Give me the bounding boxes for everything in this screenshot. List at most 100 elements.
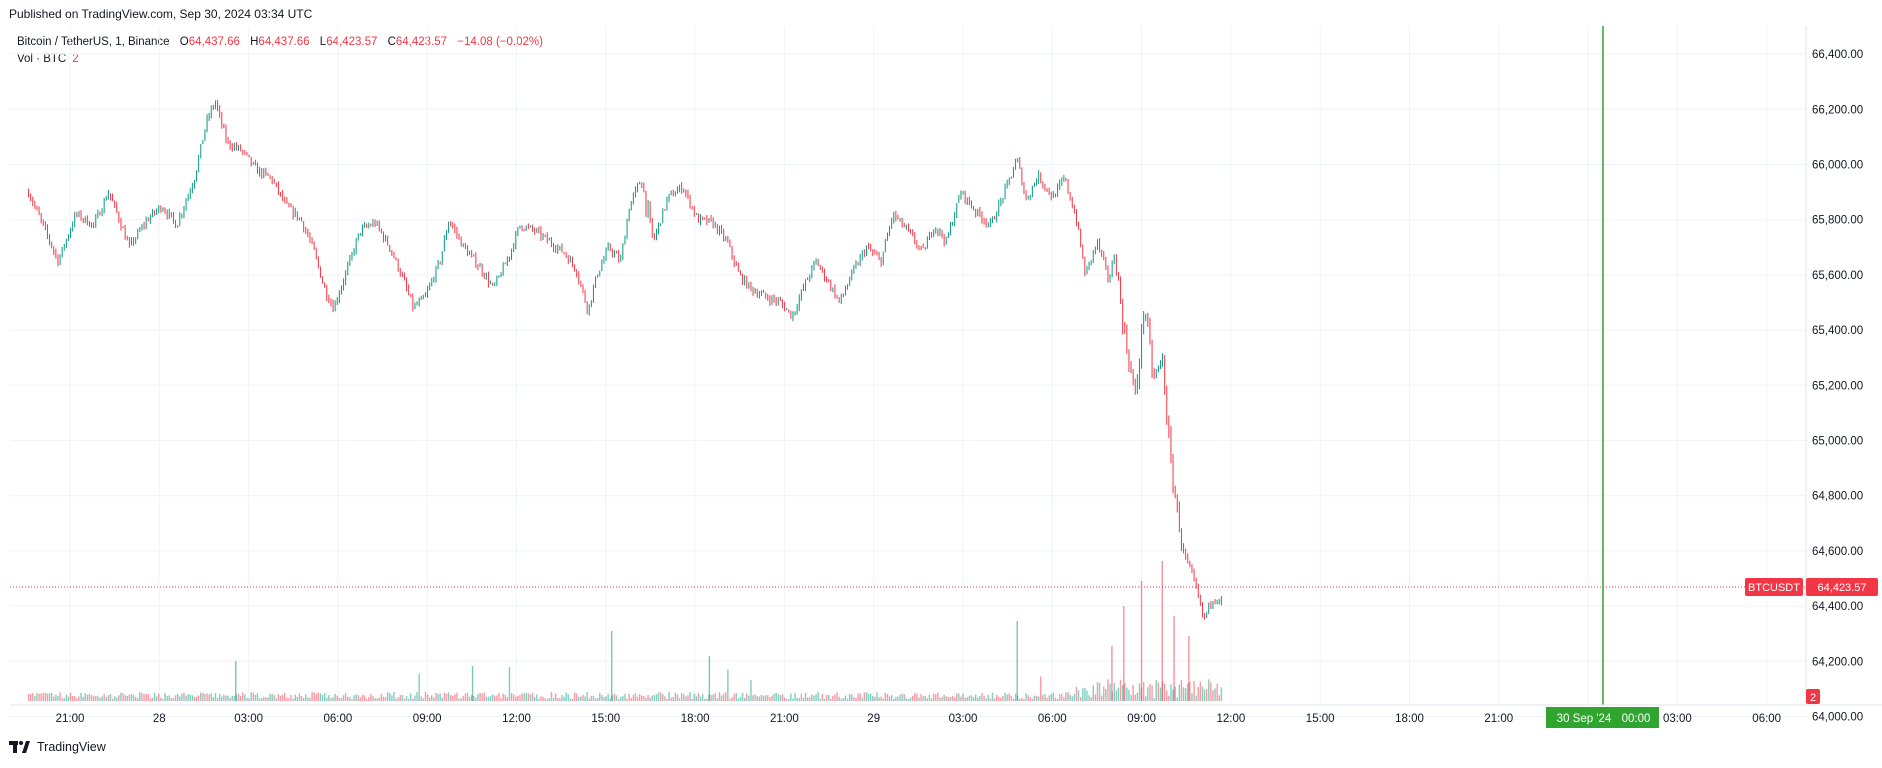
volume-bar	[869, 693, 872, 701]
volume-bar	[235, 661, 237, 701]
time-tick-label: 06:00	[1038, 713, 1067, 725]
volume-bar	[294, 694, 296, 701]
volume-bar	[798, 698, 800, 701]
volume-bar	[309, 697, 311, 701]
volume-bar	[941, 697, 943, 701]
volume-bar	[823, 698, 826, 701]
volume-bar	[340, 697, 343, 701]
volume-bar	[500, 698, 502, 701]
crosshair-time-bg	[1546, 707, 1659, 728]
volume-bar	[991, 692, 994, 701]
volume-bar	[741, 692, 744, 701]
volume-bar	[187, 694, 189, 701]
volume-bar	[1019, 698, 1021, 701]
volume-bar	[613, 693, 616, 701]
volume-bar	[569, 698, 572, 701]
volume-bar	[1109, 683, 1111, 701]
legend-symbol[interactable]: Bitcoin / TetherUS, 1, Binance	[17, 36, 170, 48]
volume-bar	[983, 695, 985, 701]
volume-bar	[846, 698, 849, 701]
volume-bar	[930, 698, 933, 701]
volume-bar	[1214, 688, 1216, 701]
volume-bar	[1090, 696, 1092, 701]
volume-bar	[1061, 693, 1063, 701]
crosshair-date: 30 Sep '24	[1557, 713, 1612, 725]
volume-bar	[456, 692, 458, 701]
volume-bar	[764, 695, 767, 701]
volume-bar	[248, 698, 250, 701]
volume-bar	[1182, 687, 1185, 701]
volume-bar	[767, 695, 769, 701]
volume-bar	[1037, 696, 1040, 701]
volume-bar	[204, 693, 206, 701]
volume-bar	[422, 698, 425, 701]
volume-bar	[601, 695, 603, 701]
volume-bar	[197, 695, 200, 701]
volume-bar	[223, 694, 225, 701]
volume-bar	[485, 696, 488, 701]
price-tick-label: 64,000.00	[1812, 712, 1863, 724]
legend-open-label: O	[179, 36, 189, 48]
volume-bar	[1052, 692, 1055, 701]
volume-bar	[1157, 682, 1160, 701]
volume-bar	[473, 695, 475, 701]
volume-bar	[800, 693, 803, 701]
volume-bar	[286, 697, 288, 701]
price-tag-symbol-bg	[1745, 578, 1803, 596]
price-tick-label: 65,800.00	[1812, 215, 1863, 227]
volume-bar	[208, 694, 210, 701]
legend-volume-label[interactable]: Vol · BTC	[17, 53, 67, 65]
volume-bar	[319, 693, 322, 701]
volume-bar	[853, 697, 855, 701]
volume-bar	[483, 692, 485, 701]
volume-bar	[1188, 636, 1190, 701]
volume-bar	[649, 697, 651, 701]
volume-bar	[1094, 694, 1097, 701]
volume-bar	[214, 693, 217, 701]
volume-bar	[256, 693, 259, 701]
volume-bar	[1220, 687, 1223, 701]
volume-bar	[529, 694, 532, 701]
volume-bar	[95, 696, 97, 701]
legend-row-ohlc: Bitcoin / TetherUS, 1, Binance O64,437.6…	[17, 34, 543, 51]
volume-bar	[716, 698, 719, 701]
volume-bar	[775, 692, 777, 701]
volume-bar	[74, 696, 76, 701]
volume-bar	[431, 695, 433, 701]
volume-bar	[141, 693, 143, 701]
volume-bar	[57, 695, 59, 701]
volume-bar	[1069, 694, 1071, 701]
volume-bar	[267, 697, 269, 701]
volume-bar	[962, 693, 964, 701]
volume-bar	[544, 698, 546, 701]
chart-legend: Bitcoin / TetherUS, 1, Binance O64,437.6…	[17, 34, 543, 68]
volume-tag-value: 2	[1810, 692, 1816, 704]
volume-bar	[326, 697, 328, 701]
volume-bar	[1067, 692, 1069, 701]
volume-bar	[1033, 695, 1036, 701]
volume-bar	[926, 698, 929, 701]
volume-bar	[118, 695, 120, 701]
volume-bar	[922, 696, 924, 701]
volume-bar	[101, 696, 103, 701]
volume-bar	[120, 692, 122, 701]
volume-bar	[200, 692, 202, 701]
volume-bar	[687, 695, 689, 701]
volume-bar	[395, 698, 397, 701]
volume-bar	[718, 692, 721, 701]
volume-bar	[491, 694, 494, 701]
volume-bar	[1130, 695, 1132, 701]
volume-bar	[462, 695, 464, 701]
volume-bar	[307, 697, 309, 701]
volume-bar	[523, 693, 525, 701]
volume-bar	[1203, 689, 1206, 701]
volume-bar	[1010, 695, 1013, 701]
volume-bar	[420, 696, 422, 701]
volume-bar	[802, 697, 805, 701]
volume-bar	[279, 695, 282, 701]
volume-bar	[932, 693, 935, 701]
volume-bar	[168, 695, 170, 701]
volume-bar	[271, 693, 273, 701]
volume-bar	[710, 694, 712, 701]
